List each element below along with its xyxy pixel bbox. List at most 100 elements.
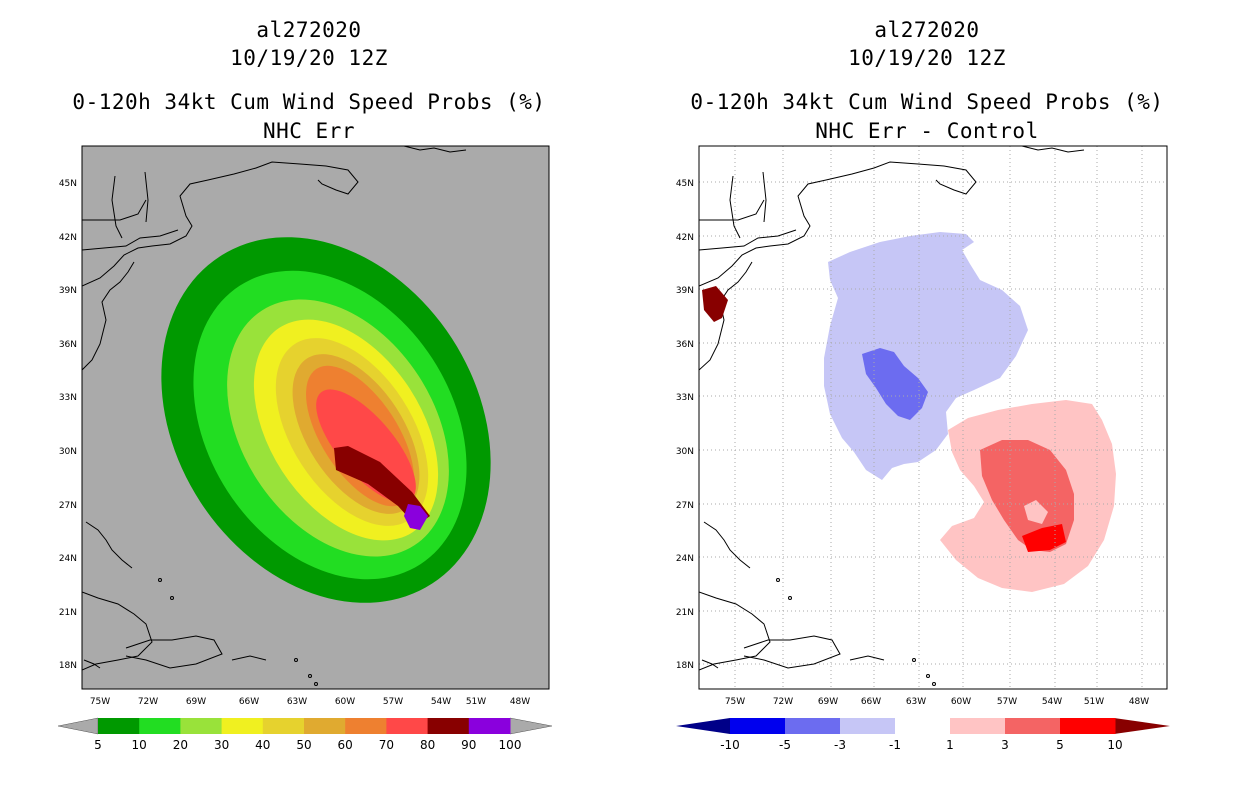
graticule bbox=[699, 146, 1167, 689]
colorbar-swatch bbox=[304, 718, 346, 734]
colorbar-label: 10 bbox=[1107, 738, 1122, 752]
lat-label: 36N bbox=[676, 340, 694, 350]
colorbar-label: 30 bbox=[214, 738, 229, 752]
lon-label: 57W bbox=[383, 697, 403, 707]
colorbar-swatch bbox=[730, 718, 786, 734]
lat-label: 42N bbox=[676, 233, 694, 243]
colorbar-swatch bbox=[345, 718, 387, 734]
colorbar: -10 -5 -3 -1 1 3 5 10 bbox=[676, 718, 1170, 752]
probability-map: 45N 42N 39N 36N 33N 30N 27N 24N 21N 18N … bbox=[57, 145, 553, 752]
contour-minus-1 bbox=[824, 232, 1028, 480]
colorbar-swatch bbox=[427, 718, 470, 734]
lat-label: 33N bbox=[676, 393, 694, 403]
latitude-labels: 45N 42N 39N 36N 33N 30N 27N 24N 21N 18N bbox=[676, 179, 694, 671]
lon-label: 51W bbox=[466, 697, 486, 707]
map-frame bbox=[698, 145, 1168, 690]
lat-label: 39N bbox=[676, 286, 694, 296]
lat-label: 45N bbox=[59, 179, 77, 189]
lon-label: 69W bbox=[186, 697, 206, 707]
colorbar-label: 70 bbox=[379, 738, 394, 752]
colorbar-label: 20 bbox=[173, 738, 188, 752]
colorbar-swatch bbox=[785, 718, 841, 734]
coastal-anomaly bbox=[702, 286, 728, 322]
product-title: 0-120h 34kt Cum Wind Speed Probs (%) bbox=[690, 90, 1164, 114]
lon-label: 69W bbox=[818, 697, 838, 707]
colorbar-label: -10 bbox=[720, 738, 740, 752]
colorbar-swatch bbox=[895, 718, 951, 734]
colorbar-label: 80 bbox=[420, 738, 435, 752]
lon-label: 63W bbox=[906, 697, 926, 707]
datetime-title: 10/19/20 12Z bbox=[848, 46, 1006, 70]
lat-label: 27N bbox=[676, 501, 694, 511]
lon-label: 72W bbox=[773, 697, 793, 707]
lon-label: 48W bbox=[1129, 697, 1149, 707]
contour-90 bbox=[404, 504, 428, 530]
lat-label: 24N bbox=[676, 554, 694, 564]
colorbar-label: 100 bbox=[499, 738, 522, 752]
lon-label: 75W bbox=[725, 697, 745, 707]
lon-label: 48W bbox=[510, 697, 530, 707]
colorbar-label: 5 bbox=[94, 738, 102, 752]
lat-label: 33N bbox=[59, 393, 77, 403]
lon-label: 57W bbox=[997, 697, 1017, 707]
colorbar-swatch bbox=[950, 718, 1006, 734]
colorbar-label: -1 bbox=[889, 738, 901, 752]
storm-id-title: al272020 bbox=[256, 18, 362, 42]
colorbar-label: 1 bbox=[946, 738, 954, 752]
subtitle: NHC Err bbox=[262, 119, 355, 143]
lon-label: 51W bbox=[1084, 697, 1104, 707]
colorbar-swatch bbox=[468, 718, 511, 734]
colorbar-swatch bbox=[262, 718, 305, 734]
storm-id-title: al272020 bbox=[874, 18, 980, 42]
colorbar-label: 50 bbox=[296, 738, 311, 752]
subtitle: NHC Err - Control bbox=[815, 119, 1039, 143]
colorbar-over-arrow bbox=[509, 717, 553, 735]
difference-contours bbox=[824, 232, 1116, 592]
lat-label: 30N bbox=[59, 447, 77, 457]
latitude-labels: 45N 42N 39N 36N 33N 30N 27N 24N 21N 18N bbox=[59, 179, 77, 671]
colorbar-swatches bbox=[730, 718, 1116, 734]
colorbar-label: 90 bbox=[461, 738, 476, 752]
colorbar: 5 10 20 30 40 50 60 70 80 90 100 bbox=[57, 717, 553, 752]
lat-label: 18N bbox=[59, 661, 77, 671]
colorbar-label: 5 bbox=[1056, 738, 1064, 752]
map-frame bbox=[81, 145, 550, 690]
contour-minus-3 bbox=[862, 348, 928, 420]
right-map-panel: al272020 10/19/20 12Z 0-120h 34kt Cum Wi… bbox=[618, 0, 1236, 800]
lat-label: 36N bbox=[59, 340, 77, 350]
colorbar-label: 3 bbox=[1001, 738, 1009, 752]
lat-label: 21N bbox=[59, 608, 77, 618]
lon-label: 54W bbox=[431, 697, 451, 707]
datetime-title: 10/19/20 12Z bbox=[230, 46, 388, 70]
colorbar-swatch bbox=[1060, 718, 1116, 734]
lon-label: 60W bbox=[335, 697, 355, 707]
colorbar-over-arrow bbox=[1114, 718, 1170, 734]
colorbar-label: 60 bbox=[338, 738, 353, 752]
longitude-labels: 75W 72W 69W 66W 63W 60W 57W 54W 51W 48W bbox=[90, 697, 530, 707]
product-title: 0-120h 34kt Cum Wind Speed Probs (%) bbox=[72, 90, 546, 114]
colorbar-label: 10 bbox=[132, 738, 147, 752]
lon-label: 75W bbox=[90, 697, 110, 707]
colorbar-swatches bbox=[98, 718, 511, 734]
colorbar-swatch bbox=[139, 718, 181, 734]
lon-label: 66W bbox=[861, 697, 881, 707]
lon-label: 72W bbox=[138, 697, 158, 707]
colorbar-label: 40 bbox=[255, 738, 270, 752]
lat-label: 45N bbox=[676, 179, 694, 189]
colorbar-swatch bbox=[1005, 718, 1061, 734]
longitude-labels: 75W 72W 69W 66W 63W 60W 57W 54W 51W 48W bbox=[725, 697, 1149, 707]
contour-hole bbox=[1024, 500, 1048, 524]
lon-label: 54W bbox=[1042, 697, 1062, 707]
contour-80 bbox=[334, 446, 430, 526]
lat-label: 27N bbox=[59, 501, 77, 511]
colorbar-under-arrow bbox=[676, 718, 730, 734]
lat-label: 24N bbox=[59, 554, 77, 564]
lon-label: 63W bbox=[287, 697, 307, 707]
colorbar-swatch bbox=[221, 718, 264, 734]
left-map-panel: al272020 10/19/20 12Z 0-120h 34kt Cum Wi… bbox=[57, 18, 553, 752]
colorbar-label: -5 bbox=[779, 738, 791, 752]
colorbar-label: -3 bbox=[834, 738, 846, 752]
lat-label: 18N bbox=[676, 661, 694, 671]
colorbar-swatch bbox=[98, 718, 140, 734]
lat-label: 39N bbox=[59, 286, 77, 296]
